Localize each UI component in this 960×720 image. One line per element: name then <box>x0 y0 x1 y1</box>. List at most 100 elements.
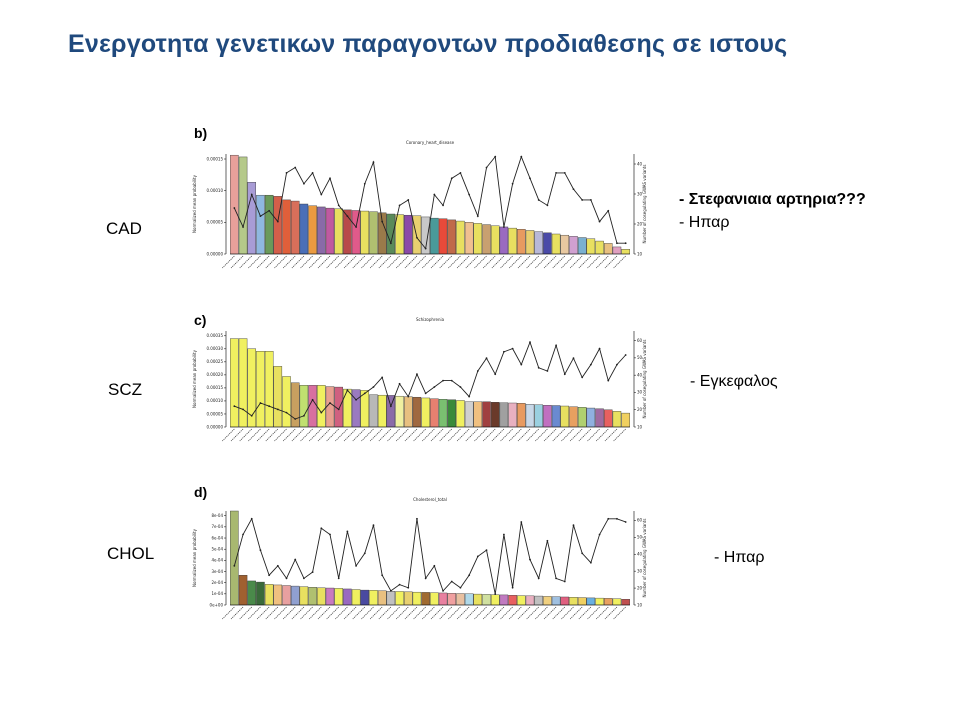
x-tick-label <box>395 428 409 442</box>
bar <box>230 154 239 255</box>
x-tick-label <box>422 606 435 620</box>
x-tick-label <box>282 255 296 269</box>
bar <box>421 592 430 606</box>
y2-tick-label: 20 <box>637 585 643 590</box>
bar <box>412 396 422 428</box>
x-tick-label <box>587 428 600 442</box>
y-axis-label: Normalized mean probability <box>192 528 197 587</box>
line-point <box>563 580 566 583</box>
x-tick-label <box>274 255 287 269</box>
bar <box>577 237 587 255</box>
line-point <box>233 405 236 408</box>
bar <box>490 225 500 255</box>
line-point <box>616 517 618 520</box>
line-point <box>616 363 618 366</box>
x-tick-label <box>230 606 244 620</box>
x-tick-label <box>456 428 470 442</box>
bar <box>543 405 552 428</box>
bar <box>525 595 535 606</box>
line-point <box>459 172 462 174</box>
bar <box>351 589 361 606</box>
x-tick-label <box>413 428 426 442</box>
line-point <box>468 395 471 398</box>
y-tick-label: 7e-04 <box>211 524 223 529</box>
bar <box>230 338 239 428</box>
x-tick-label <box>335 606 348 620</box>
line-point <box>442 379 444 382</box>
x-tick-label <box>604 606 618 620</box>
line-point <box>398 204 401 207</box>
bar <box>595 597 604 606</box>
x-tick-label <box>326 255 339 269</box>
bar <box>577 407 587 428</box>
bar <box>273 366 283 428</box>
chart-panel-scz: c) Schizophrenia 0.00000 0.00005 0.00010 0.00… <box>192 312 647 442</box>
y-axis-label: Normalized mean probability <box>192 349 197 408</box>
bar <box>612 411 622 428</box>
line-point <box>329 533 331 536</box>
y2-tick-label: 10 <box>637 602 643 607</box>
line-point <box>433 564 436 567</box>
line-point <box>581 376 584 379</box>
bar <box>560 405 570 428</box>
row-label-chol: CHOL <box>107 544 155 563</box>
bar <box>256 581 265 606</box>
x-tick-label <box>482 255 496 269</box>
bar <box>273 584 283 606</box>
x-tick-label <box>500 606 513 620</box>
x-tick-label <box>535 255 548 269</box>
line-point <box>424 247 427 250</box>
bar <box>473 223 483 255</box>
line-point <box>389 590 392 592</box>
bar <box>517 403 526 428</box>
bar <box>551 405 561 428</box>
x-tick-label <box>300 255 313 269</box>
bar <box>369 394 378 428</box>
x-tick-label <box>569 606 583 620</box>
x-tick-label <box>222 255 235 269</box>
line-point <box>311 172 314 174</box>
bar <box>447 593 456 606</box>
x-tick-label <box>404 606 418 620</box>
y2-tick-label: 60 <box>637 518 643 523</box>
bar <box>621 599 630 606</box>
bar <box>360 589 370 606</box>
bar <box>238 574 248 606</box>
y-tick-label: 5e-04 <box>211 546 223 551</box>
y2-tick-label: 30 <box>637 390 643 395</box>
line-point <box>320 527 323 530</box>
line-point <box>416 373 418 376</box>
line-point <box>511 182 514 185</box>
line-point <box>381 376 384 379</box>
bar <box>612 598 622 606</box>
x-tick-label <box>561 428 574 442</box>
bar <box>577 597 587 606</box>
bar <box>395 214 404 255</box>
bar <box>351 210 361 255</box>
x-tick-label <box>291 428 305 442</box>
bar <box>551 596 561 606</box>
y2-tick-label: 40 <box>637 372 643 377</box>
line-point <box>503 350 505 353</box>
line-point <box>346 215 349 218</box>
line-point <box>242 226 244 228</box>
y-tick-label: 0.00010 <box>206 398 223 403</box>
x-tick-label <box>543 428 557 442</box>
x-tick-label <box>352 255 366 269</box>
x-tick-label <box>448 255 461 269</box>
bar <box>595 240 604 255</box>
x-tick-label <box>239 606 253 620</box>
x-tick-label <box>369 428 383 442</box>
x-tick-label <box>387 606 400 620</box>
line-point <box>433 193 436 196</box>
x-tick-label <box>256 428 270 442</box>
line-point <box>494 373 497 376</box>
x-tick-label <box>491 606 505 620</box>
y-tick-label: 2e-04 <box>211 580 223 585</box>
x-tick-label <box>222 428 235 442</box>
bar <box>395 591 404 606</box>
line-point <box>485 549 488 552</box>
line-point <box>520 155 523 158</box>
x-tick-label <box>482 428 496 442</box>
x-tick-label <box>239 428 253 442</box>
